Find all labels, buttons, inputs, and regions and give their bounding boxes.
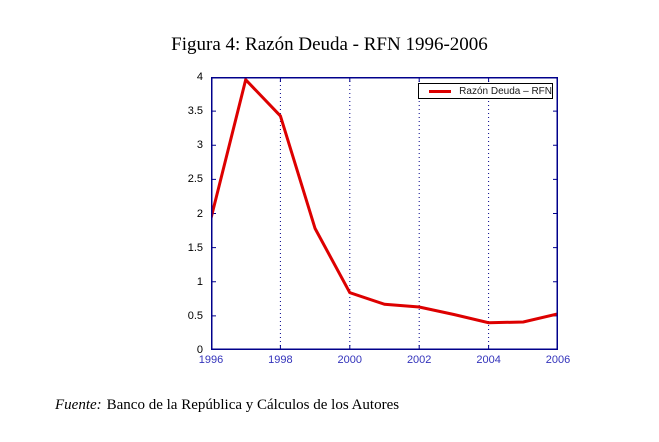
axis-frame xyxy=(211,77,558,350)
y-tick-label: 1.5 xyxy=(187,241,203,254)
x-tick-label: 2006 xyxy=(545,354,571,366)
source-note: Fuente: Banco de la República y Cálculos … xyxy=(55,397,399,414)
x-tick-label: 1996 xyxy=(198,354,224,366)
x-tick-label: 2004 xyxy=(476,354,501,366)
source-prefix: Fuente: xyxy=(55,397,102,413)
y-tick-label: 2 xyxy=(196,207,203,220)
y-tick-label: 0 xyxy=(196,344,203,356)
y-tick-label: 2.5 xyxy=(187,173,203,186)
source-text: Banco de la República y Cálculos de los … xyxy=(106,397,400,413)
x-tick-label: 1998 xyxy=(268,354,293,366)
figure-title: Figura 4: Razón Deuda - RFN 1996-2006 xyxy=(171,34,488,55)
plot-canvas xyxy=(211,77,558,350)
y-tick-label: 1 xyxy=(196,275,203,288)
y-tick-label: 0.5 xyxy=(187,309,203,322)
plot-area: 0 0.5 1 1.5 2 2.5 3 3.5 4 1996 1998 2000 2002 2004 20… xyxy=(188,71,571,366)
y-tick-label: 3 xyxy=(196,139,203,152)
y-tick-label: 4 xyxy=(196,71,203,83)
y-axis-tick-labels: 0 0.5 1 1.5 2 2.5 3 3.5 4 xyxy=(163,71,203,356)
x-axis-tick-labels: 1996 1998 2000 2002 2004 2006 xyxy=(199,77,570,366)
legend-line-sample xyxy=(429,89,452,93)
series-line xyxy=(211,77,558,325)
x-tick-label: 2002 xyxy=(406,354,432,366)
legend: Razón Deuda – RFN xyxy=(418,83,553,99)
x-tick-label: 2000 xyxy=(337,354,363,366)
legend-series-label: Razón Deuda – RFN xyxy=(459,85,552,97)
y-tick-label: 3.5 xyxy=(187,105,203,118)
